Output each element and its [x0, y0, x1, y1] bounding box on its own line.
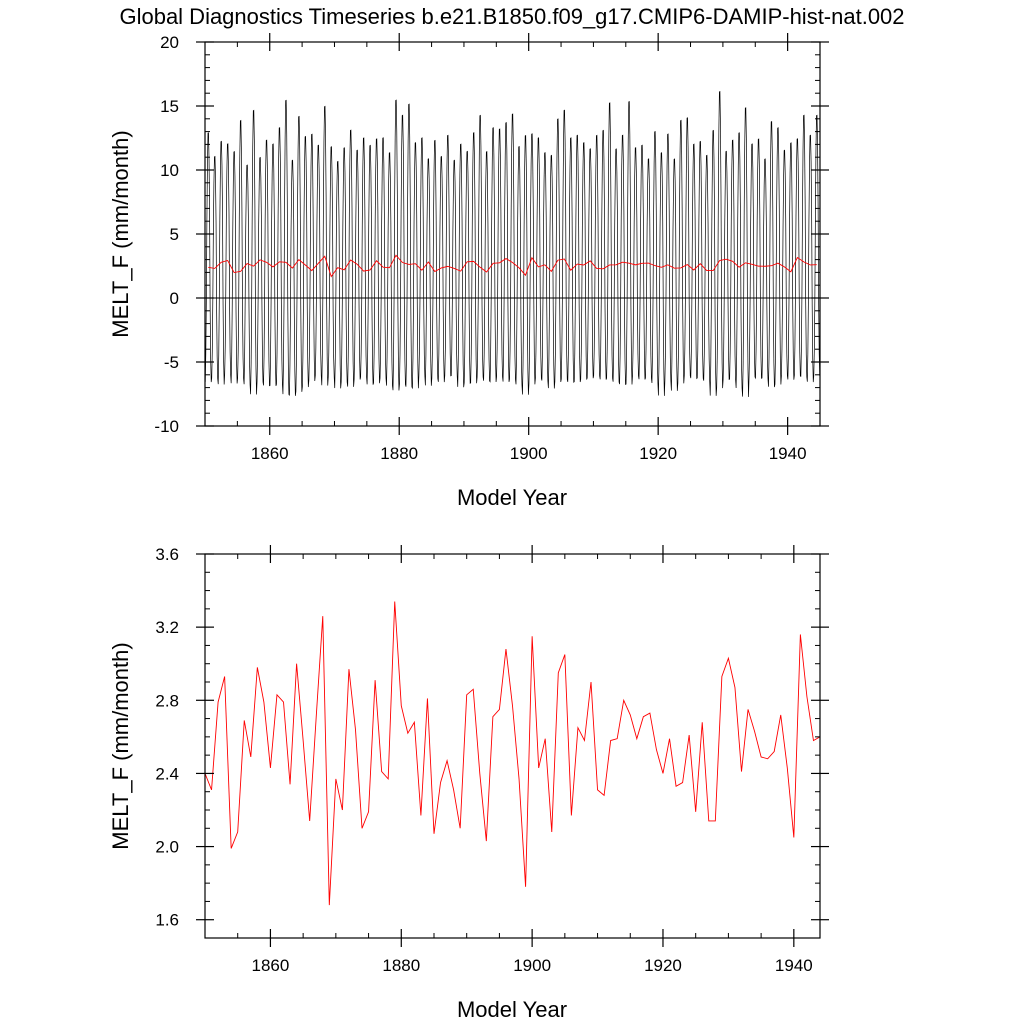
top-x-axis-label: Model Year	[457, 485, 567, 510]
bottom-x-tick-label: 1920	[644, 956, 682, 975]
top-y-tick-label: 20	[160, 33, 179, 52]
top-y-tick-label: -5	[164, 353, 179, 372]
bottom-x-tick-label: 1900	[513, 956, 551, 975]
top-y-tick-label: 5	[170, 225, 179, 244]
top-x-tick-label: 1920	[639, 444, 677, 463]
bottom-x-tick-label: 1880	[382, 956, 420, 975]
bottom-x-axis-label: Model Year	[457, 997, 567, 1022]
top-annual-series	[208, 254, 817, 278]
top-monthly-line	[204, 90, 821, 397]
bottom-plot-frame	[204, 553, 821, 939]
top-x-tick-label: 1900	[510, 444, 548, 463]
bottom-x-tick-label: 1860	[252, 956, 290, 975]
top-x-tick-label: 1880	[380, 444, 418, 463]
chart-title: Global Diagnostics Timeseries b.e21.B185…	[119, 4, 904, 29]
top-y-tick-label: 15	[160, 97, 179, 116]
bottom-y-tick-label: 2.4	[155, 764, 179, 783]
top-annual-mean-line	[208, 254, 817, 278]
top-plot-frame	[204, 41, 821, 427]
bottom-x-tick-label: 1940	[775, 956, 813, 975]
top-monthly-series	[204, 90, 821, 397]
bottom-y-tick-label: 1.6	[155, 911, 179, 930]
top-x-tick-label: 1940	[769, 444, 807, 463]
bottom-annual-series	[204, 601, 821, 906]
top-tick-labels: 1860 1880 1900 1920 1940 -10 -5 0 5 10 15 20	[154, 33, 806, 463]
top-y-axis-label: MELT_F (mm/month)	[108, 130, 133, 337]
top-x-tick-label: 1860	[251, 444, 289, 463]
bottom-ticks	[196, 545, 829, 947]
bottom-y-axis-label: MELT_F (mm/month)	[108, 642, 133, 849]
bottom-y-tick-label: 3.6	[155, 545, 179, 564]
top-y-tick-label: 10	[160, 161, 179, 180]
bottom-y-tick-label: 2.0	[155, 838, 179, 857]
top-panel: 1860 1880 1900 1920 1940 -10 -5 0 5 10 15 20 Model …	[108, 33, 829, 510]
top-y-tick-label: -10	[154, 417, 179, 436]
bottom-y-tick-label: 2.8	[155, 691, 179, 710]
bottom-tick-labels: 1860 1880 1900 1920 1940 1.6 2.0 2.4 2.8 3.2 3.6	[155, 545, 812, 975]
bottom-panel: 1860 1880 1900 1920 1940 1.6 2.0 2.4 2.8 3.2 3.6 M…	[108, 545, 829, 1022]
bottom-annual-mean-line	[204, 601, 821, 906]
top-y-tick-label: 0	[170, 289, 179, 308]
bottom-y-tick-label: 3.2	[155, 618, 179, 637]
